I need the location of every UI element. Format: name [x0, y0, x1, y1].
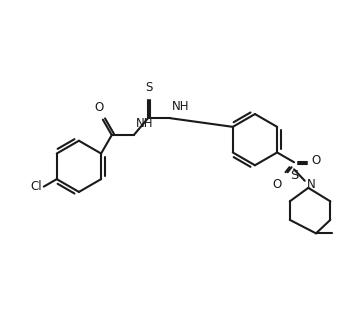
Text: Cl: Cl — [30, 180, 42, 193]
Text: NH: NH — [172, 100, 189, 113]
Text: O: O — [272, 178, 281, 191]
Text: S: S — [290, 169, 298, 182]
Text: O: O — [94, 101, 103, 114]
Text: S: S — [145, 81, 153, 94]
Text: N: N — [307, 178, 315, 191]
Text: O: O — [312, 154, 321, 167]
Text: NH: NH — [136, 117, 153, 130]
